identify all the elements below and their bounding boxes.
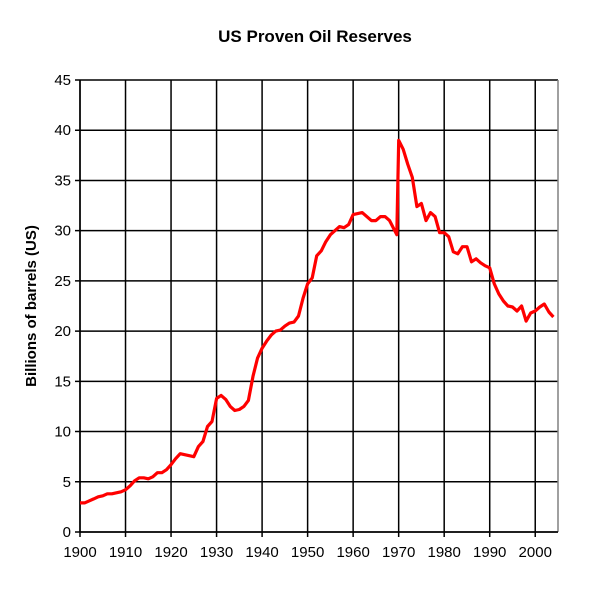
x-tick-label: 2000 — [519, 544, 552, 561]
x-tick-label: 1930 — [200, 544, 233, 561]
x-tick-label: 1980 — [428, 544, 461, 561]
y-tick-label: 35 — [54, 172, 71, 189]
y-tick-label: 10 — [54, 424, 71, 441]
x-tick-label: 1970 — [382, 544, 415, 561]
series-layer — [80, 138, 555, 505]
y-tick-label: 20 — [54, 323, 71, 340]
y-tick-label: 40 — [54, 122, 71, 139]
grid — [75, 79, 559, 537]
x-axis: 1900 1910 1920 1930 1940 1950 1960 1970 1980 1990… — [63, 544, 552, 561]
y-tick-label: 5 — [63, 474, 71, 491]
x-tick-label: 1960 — [336, 544, 369, 561]
y-tick-label: 45 — [54, 72, 71, 89]
chart-title: US Proven Oil Reserves — [218, 27, 412, 46]
y-axis-label: Billions of barrels (US) — [23, 225, 40, 387]
y-axis: 0 5 10 15 20 25 30 35 40 45 — [54, 72, 71, 541]
y-tick-label: 30 — [54, 223, 71, 240]
y-tick-label: 0 — [63, 524, 71, 541]
x-tick-label: 1950 — [291, 544, 324, 561]
series-line — [80, 138, 555, 505]
y-tick-label: 25 — [54, 273, 71, 290]
x-tick-label: 1940 — [245, 544, 278, 561]
x-tick-label: 1900 — [63, 544, 96, 561]
x-tick-label: 1910 — [109, 544, 142, 561]
x-tick-label: 1920 — [154, 544, 187, 561]
x-tick-label: 1990 — [473, 544, 506, 561]
y-tick-label: 15 — [54, 373, 71, 390]
